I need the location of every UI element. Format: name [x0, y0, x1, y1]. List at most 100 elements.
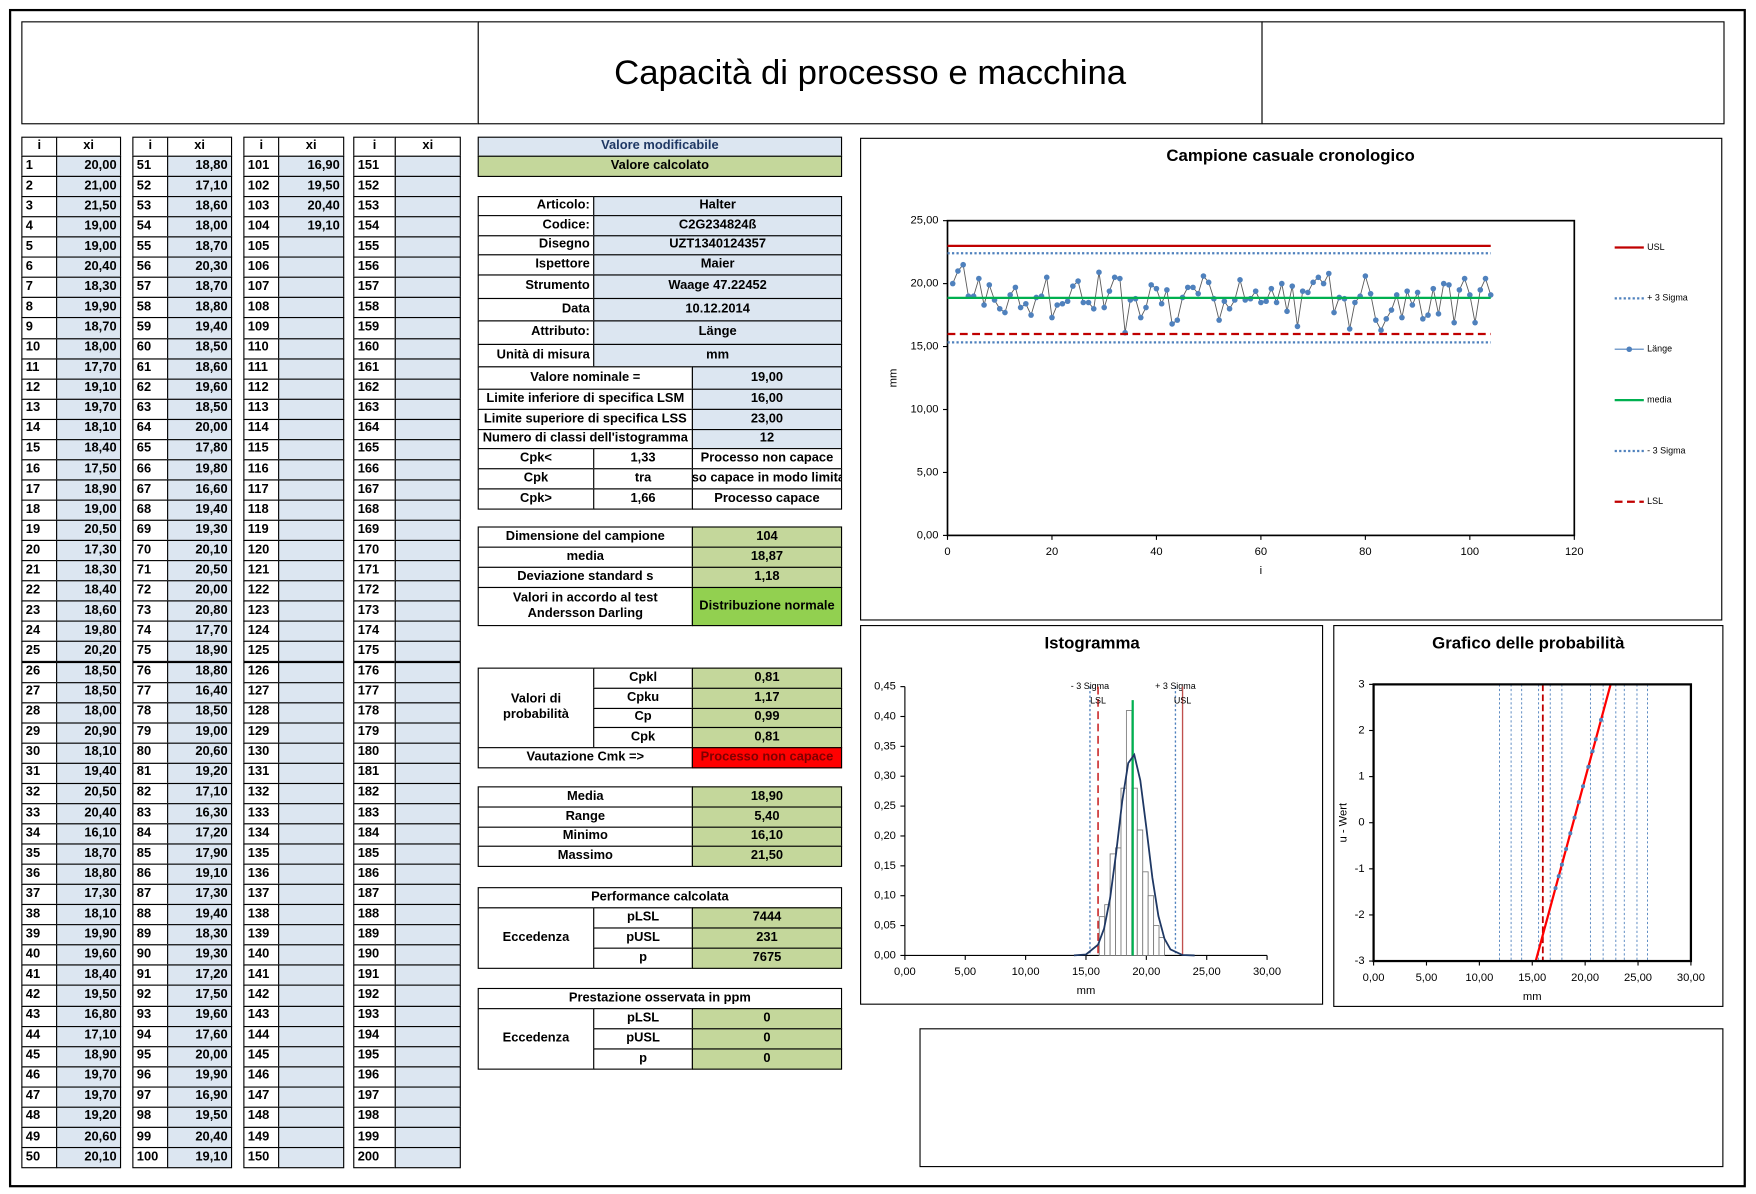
data-point: [1593, 737, 1598, 742]
value-cell: 19,00: [56, 236, 122, 258]
data-point: [949, 280, 956, 287]
index-cell: 144: [243, 1025, 280, 1047]
value-cell: 19,20: [56, 1106, 122, 1128]
stat-value: 21,50: [691, 845, 843, 867]
data-point: [1153, 285, 1160, 292]
group-label: Eccedenza: [477, 1008, 595, 1070]
data-point: [1420, 316, 1426, 322]
y-tick-label: 5,00: [917, 466, 939, 478]
data-point: [1195, 290, 1202, 297]
data-point: [1148, 282, 1155, 288]
x-tick-label: 20,00: [1571, 972, 1599, 984]
data-point: [1456, 287, 1463, 293]
x-tick-label: 0: [944, 546, 950, 558]
data-point: [1553, 886, 1558, 891]
value-cell: 19,30: [167, 944, 233, 966]
bar: [1142, 871, 1149, 956]
value-cell: 18,90: [56, 479, 122, 501]
y-tick-label: 0,35: [874, 740, 896, 752]
data-point: [1331, 309, 1337, 316]
value-cell: 18,40: [56, 964, 122, 987]
data-point: [1326, 270, 1332, 277]
value-cell: 17,10: [56, 1025, 122, 1047]
value-cell: 20,20: [56, 641, 122, 663]
index-cell: 53: [132, 196, 169, 218]
index-cell: 169: [353, 519, 396, 542]
data-point: [1174, 317, 1181, 323]
value-cell: 17,70: [167, 620, 233, 643]
limit-label: USL: [1174, 696, 1191, 706]
y-tick-label: -3: [1355, 955, 1365, 967]
probability-label: Cpku: [593, 687, 693, 710]
data-point: [1205, 279, 1212, 286]
index-cell: 107: [243, 277, 280, 299]
value-cell: 16,30: [167, 803, 233, 825]
index-cell: 141: [243, 964, 280, 987]
data-point: [1237, 277, 1243, 283]
index-cell: 41: [21, 964, 58, 987]
index-cell: 120: [243, 540, 280, 562]
value-cell: 18,90: [56, 1045, 122, 1068]
data-point: [1263, 298, 1269, 305]
x-tick-label: 25,00: [1624, 972, 1652, 984]
data-point: [1367, 290, 1374, 297]
index-cell: 76: [132, 661, 169, 683]
data-point: [1111, 274, 1118, 281]
data-point: [1559, 862, 1564, 867]
legend-label: - 3 Sigma: [1647, 445, 1685, 455]
info-label: Data: [477, 297, 595, 322]
data-point: [1054, 302, 1060, 308]
value-cell: 19,80: [56, 620, 122, 643]
index-cell: 38: [21, 904, 58, 926]
legend-label: Länge: [1647, 344, 1672, 354]
x-axis-label: i: [1260, 565, 1263, 577]
data-point: [1064, 298, 1071, 305]
value-cell: 20,50: [56, 782, 122, 805]
index-cell: 90: [132, 944, 169, 966]
limit-label: LSL: [1090, 696, 1106, 706]
chart-box: [860, 625, 1324, 1005]
data-point: [1383, 316, 1390, 322]
index-cell: 54: [132, 216, 169, 238]
metric-value: 7675: [691, 947, 843, 969]
value-cell: 19,30: [167, 519, 233, 542]
y-tick-label: 0,45: [874, 681, 896, 693]
y-tick-label: 15,00: [911, 341, 939, 353]
data-point: [996, 305, 1003, 312]
value-cell: 18,90: [167, 641, 233, 663]
index-cell: 162: [353, 378, 396, 400]
cpk-label: Cpk: [477, 468, 595, 490]
data-point: [1346, 326, 1353, 332]
y-tick-label: 0,00: [917, 529, 939, 541]
index-cell: 134: [243, 823, 280, 845]
index-cell: 122: [243, 580, 280, 602]
value-cell: 19,90: [56, 924, 122, 946]
x-axis-label: mm: [1077, 985, 1096, 997]
value-cell: 20,60: [167, 742, 233, 764]
data-point: [1158, 300, 1165, 307]
data-point: [1106, 288, 1113, 294]
index-cell: 119: [243, 519, 280, 542]
index-cell: 143: [243, 1005, 280, 1027]
bar: [1125, 710, 1133, 956]
data-point: [1572, 815, 1577, 820]
value-cell: 16,40: [167, 681, 233, 703]
index-cell: 16: [21, 459, 58, 481]
y-tick-label: 0,05: [874, 920, 896, 932]
x-tick-label: 60: [1255, 546, 1267, 558]
y-tick-label: 2: [1358, 724, 1364, 736]
index-cell: 193: [353, 1005, 396, 1027]
y-tick-label: 3: [1358, 678, 1364, 690]
value-cell: 19,70: [56, 1086, 122, 1108]
value-cell: 20,50: [56, 519, 122, 542]
data-point: [1388, 307, 1395, 313]
x-tick-label: 30,00: [1677, 972, 1705, 984]
index-cell: 97: [132, 1086, 169, 1108]
info-value: UZT1340124357: [593, 235, 843, 256]
y-tick-label: 0: [1358, 817, 1364, 829]
value-cell: 17,80: [167, 438, 233, 461]
data-point: [976, 275, 982, 282]
data-point: [1299, 288, 1306, 294]
index-cell: 176: [353, 661, 396, 683]
x-tick-label: 40: [1150, 546, 1162, 558]
